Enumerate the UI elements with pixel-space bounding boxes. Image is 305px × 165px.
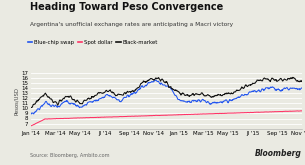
Legend: Blue-chip swap, Spot dollar, Black-market: Blue-chip swap, Spot dollar, Black-marke…	[28, 40, 158, 45]
Text: Heading Toward Peso Convergence: Heading Toward Peso Convergence	[30, 2, 224, 13]
Text: Argentina's unofficial exchange rates are anticipating a Macri victory: Argentina's unofficial exchange rates ar…	[30, 22, 234, 27]
Y-axis label: Pesos/USD: Pesos/USD	[14, 87, 19, 115]
Text: Bloomberg: Bloomberg	[255, 149, 302, 158]
Text: Source: Bloomberg, Ambito.com: Source: Bloomberg, Ambito.com	[30, 153, 110, 158]
